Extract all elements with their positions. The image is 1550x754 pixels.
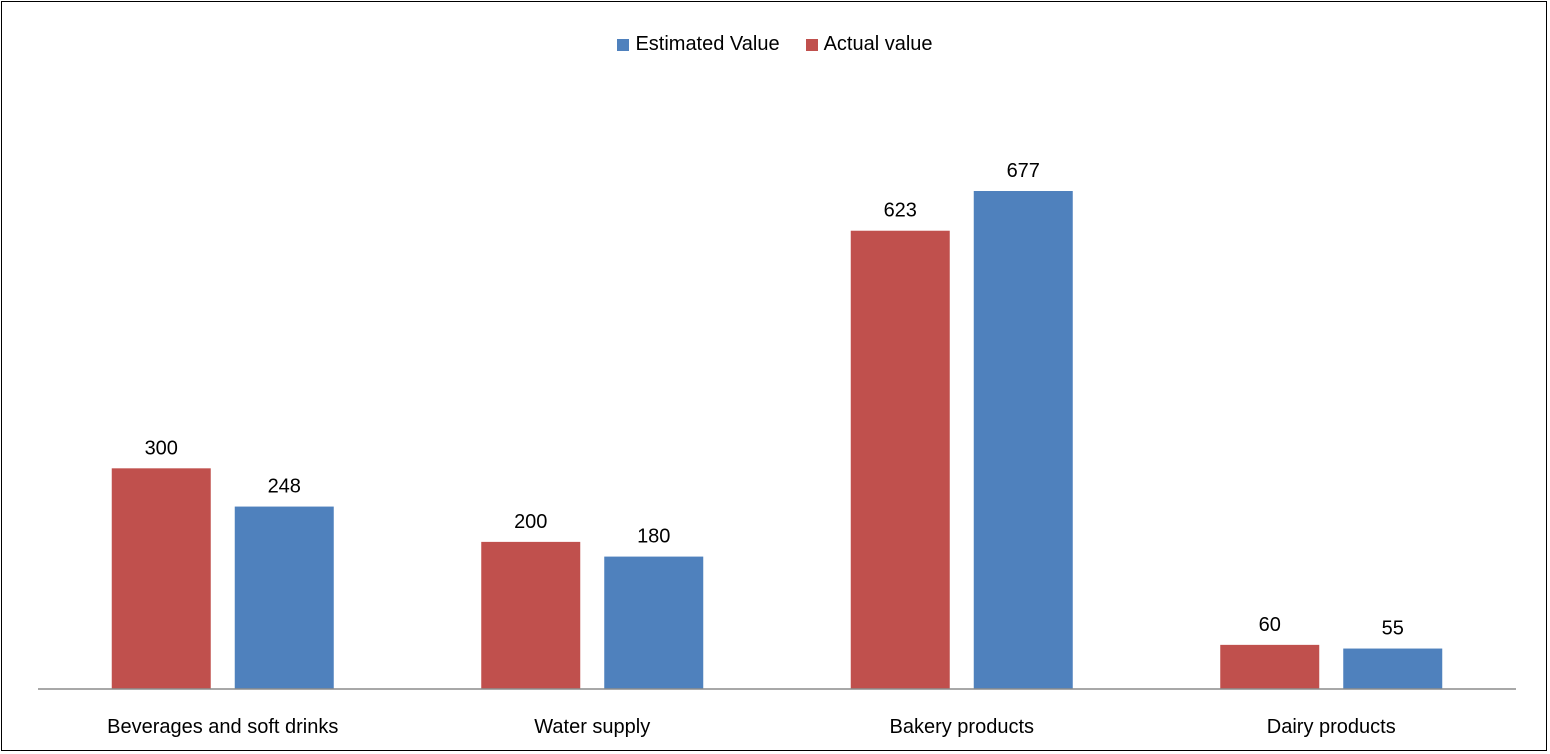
legend-label-actual: Actual value <box>823 33 933 55</box>
data-label-estimated-value-bakery-products: 677 <box>1007 160 1040 182</box>
legend-label-estimated: Estimated Value <box>635 33 780 55</box>
bar-estimated-value-bakery-products <box>973 190 1073 690</box>
category-label-dairy-products: Dairy products <box>1267 716 1396 738</box>
data-label-actual-value-dairy-products: 60 <box>1259 614 1281 636</box>
bar-estimated-value-water-supply <box>604 556 704 689</box>
bar-actual-value-dairy-products <box>1220 644 1320 689</box>
category-label-beverages-and-soft-drinks: Beverages and soft drinks <box>107 716 338 738</box>
legend-swatch-actual <box>805 38 818 51</box>
bar-estimated-value-beverages-and-soft-drinks <box>234 506 334 689</box>
legend-item-estimated: Estimated Value <box>617 33 780 56</box>
category-label-bakery-products: Bakery products <box>889 716 1034 738</box>
data-label-actual-value-beverages-and-soft-drinks: 300 <box>145 437 178 459</box>
legend-swatch-estimated <box>617 38 630 51</box>
data-label-estimated-value-dairy-products: 55 <box>1382 618 1404 640</box>
category-label-water-supply: Water supply <box>534 716 650 738</box>
data-label-estimated-value-beverages-and-soft-drinks: 248 <box>268 476 301 498</box>
data-label-actual-value-bakery-products: 623 <box>884 200 917 222</box>
data-label-estimated-value-water-supply: 180 <box>637 526 670 548</box>
bar-estimated-value-dairy-products <box>1343 648 1443 689</box>
data-label-actual-value-water-supply: 200 <box>514 511 547 533</box>
bar-actual-value-beverages-and-soft-drinks <box>111 468 211 689</box>
legend: Estimated Value Actual value <box>0 33 1550 56</box>
bar-actual-value-bakery-products <box>850 230 950 690</box>
legend-item-actual: Actual value <box>805 33 933 56</box>
bar-actual-value-water-supply <box>481 541 581 689</box>
